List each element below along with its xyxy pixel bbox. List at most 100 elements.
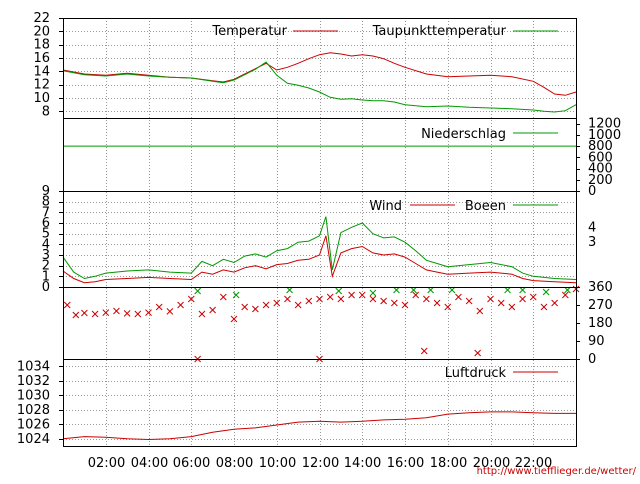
- direction-marker: [134, 310, 142, 318]
- panel-frames: [63, 18, 577, 447]
- direction-marker: [219, 293, 227, 301]
- y-tick-label: 18: [33, 38, 50, 53]
- direction-marker: [412, 291, 420, 299]
- y-tick-label: 7: [42, 205, 50, 220]
- y-tick-label: 1032: [17, 374, 50, 389]
- direction-marker: [540, 303, 548, 311]
- direction-marker: [358, 291, 366, 299]
- direction-marker: [380, 297, 387, 305]
- legend-label-boeen: Boeen: [465, 199, 506, 214]
- x-tick-label: 12:00: [302, 456, 339, 471]
- y-tick-label: 1200: [588, 117, 621, 132]
- direction-marker: [262, 301, 270, 309]
- x-tick-label: 16:00: [387, 456, 424, 471]
- direction-marker: [474, 349, 482, 357]
- y-tick-label: 12: [33, 78, 50, 93]
- direction-marker: [155, 303, 163, 311]
- direction-marker: [476, 307, 484, 315]
- direction-marker: [177, 301, 184, 309]
- wind-right-tick-label: 4: [588, 220, 596, 235]
- y-tick-label: 6: [42, 216, 50, 231]
- direction-marker: [369, 289, 377, 297]
- direction-marker: [123, 310, 131, 317]
- y-tick-label: 16: [33, 51, 50, 66]
- direction-marker: [198, 310, 206, 318]
- direction-marker: [326, 293, 334, 301]
- legend-label-luftdruck: Luftdruck: [445, 366, 507, 381]
- legend-label-taupunkttemperatur: Taupunkttemperatur: [372, 24, 507, 39]
- watermark-link[interactable]: http://www.tiefflieger.de/wetter/: [477, 466, 637, 477]
- y-tick-label: 8: [42, 195, 50, 210]
- direction-marker: [487, 295, 494, 303]
- direction-marker: [551, 299, 558, 307]
- direction-marker: [72, 311, 80, 319]
- legend-label-wind: Wind: [369, 199, 402, 214]
- y-tick-label: 20: [33, 24, 50, 39]
- direction-marker: [273, 299, 281, 307]
- direction-marker: [465, 297, 473, 305]
- y-tick-label: 90: [588, 334, 605, 349]
- direction-marker: [423, 295, 430, 303]
- direction-marker: [232, 291, 240, 299]
- y-tick-label: 800: [588, 139, 613, 154]
- y-tick-label: 10: [33, 91, 50, 106]
- x-tick-label: 22:00: [515, 456, 552, 471]
- y-tick-label: 4: [42, 237, 50, 252]
- direction-marker: [497, 299, 505, 307]
- direction-marker: [337, 295, 345, 303]
- x-tick-label: 06:00: [173, 456, 210, 471]
- direction-marker: [369, 295, 377, 303]
- legend-pressure: Luftdruck: [445, 366, 558, 381]
- direction-marker: [241, 303, 249, 311]
- direction-marker: [63, 301, 71, 309]
- legend-wind: Wind Boeen: [369, 199, 558, 214]
- y-tick-label: 14: [33, 64, 50, 79]
- series-line-temperatur: [62, 52, 577, 96]
- x-tick-label: 04:00: [131, 456, 168, 471]
- direction-marker: [166, 308, 174, 315]
- direction-marker: [561, 291, 569, 299]
- legend-label-temperatur: Temperatur: [211, 24, 287, 39]
- series-line-wind: [62, 235, 577, 284]
- direction-marker: [194, 287, 202, 295]
- direction-marker: [81, 309, 88, 317]
- direction-marker: [230, 315, 238, 323]
- y-tick-label: 600: [588, 150, 613, 165]
- y-tick-label: 360: [588, 280, 613, 295]
- x-tick-label: 18:00: [430, 456, 467, 471]
- direction-marker: [348, 291, 355, 299]
- direction-marker: [401, 301, 409, 309]
- y-tick-label: 22: [33, 11, 50, 26]
- y-tick-label: 0: [588, 352, 596, 367]
- y-tick-label: 1026: [17, 417, 50, 432]
- direction-marker: [455, 293, 462, 301]
- y-tick-label: 400: [588, 162, 613, 177]
- gridlines: [63, 18, 576, 446]
- direction-marker: [335, 287, 343, 295]
- y-tick-label: 9: [42, 184, 50, 199]
- x-tick-label: 20:00: [473, 456, 510, 471]
- x-tick-label: 02:00: [88, 456, 125, 471]
- y-tick-label: 2: [42, 259, 50, 274]
- y-tick-label: 0: [42, 280, 50, 295]
- y-tick-label: 1030: [17, 388, 50, 403]
- direction-marker: [529, 293, 537, 301]
- series-line-taupunkttemperatur: [62, 61, 577, 113]
- tick-labels: 8101214161820220200400600800100012000123…: [17, 11, 621, 471]
- x-tick-label: 08:00: [216, 456, 253, 471]
- legend-label-niederschlag: Niederschlag: [421, 127, 506, 142]
- direction-marker: [145, 309, 152, 316]
- direction-marker: [187, 295, 195, 303]
- direction-marker: [113, 307, 120, 315]
- series-line-luftdruck: [62, 411, 576, 441]
- direction-marker: [294, 301, 302, 309]
- y-tick-label: 200: [588, 173, 613, 188]
- direction-marker: [519, 295, 526, 303]
- series-line-boeen: [62, 216, 577, 280]
- y-tick-label: 1028: [17, 403, 50, 418]
- y-tick-label: 8: [42, 104, 50, 119]
- direction-marker: [305, 297, 313, 305]
- direction-marker: [542, 288, 550, 296]
- legend-temperature: Temperatur Taupunkttemperatur: [211, 24, 558, 39]
